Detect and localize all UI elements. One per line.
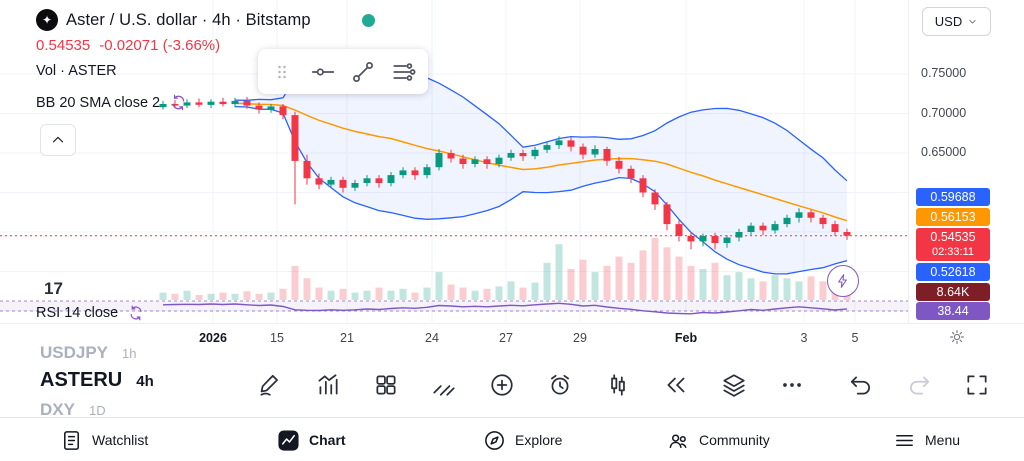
price-badge-rsi-value: 38.44: [916, 302, 990, 320]
bottom-navigation: Watchlist Chart Explore Community Menu: [0, 417, 1024, 461]
price-badge-bb-upper: 0.59688: [916, 188, 990, 206]
chart-toolbar: [0, 352, 1024, 417]
price-change: -0.02071 (-3.66%): [99, 37, 221, 54]
time-label: 2026: [199, 331, 227, 345]
nav-item-chart[interactable]: Chart: [277, 418, 346, 461]
nav-item-menu[interactable]: Menu: [893, 418, 960, 461]
more-icon[interactable]: [778, 350, 806, 420]
price-badge-bb-lower: 0.52618: [916, 263, 990, 281]
market-status-dot: [362, 14, 375, 27]
currency-label: USD: [934, 14, 963, 29]
quick-action-button[interactable]: [827, 265, 859, 297]
price-row: 0.54535 -0.02071 (-3.66%): [36, 37, 220, 54]
rsi-indicator-row[interactable]: RSI 14 close: [36, 304, 145, 322]
time-label: Feb: [674, 331, 698, 345]
chevron-up-icon: [49, 131, 67, 149]
price-tick: 0.70000: [921, 106, 967, 120]
nav-label: Community: [699, 432, 770, 448]
explore-icon: [483, 429, 506, 452]
multi-line-icon[interactable]: [430, 350, 458, 420]
chevron-down-icon: [967, 16, 978, 27]
nav-label: Watchlist: [92, 432, 149, 448]
price-chart-canvas[interactable]: [0, 0, 1024, 323]
lightning-icon: [835, 273, 851, 289]
undo-icon[interactable]: [847, 350, 875, 420]
time-axis[interactable]: 2026 15 21 24 27 29 Feb 3 5: [0, 323, 1024, 353]
volume-indicator-label[interactable]: Vol · ASTER: [36, 63, 117, 79]
symbol-title[interactable]: Aster / U.S. dollar · 4h · Bitstamp: [66, 11, 311, 29]
bb-indicator-row[interactable]: BB 20 SMA close 2: [36, 93, 188, 112]
time-label: 15: [270, 331, 284, 345]
layers-icon[interactable]: [720, 350, 748, 420]
time-label: 3: [800, 331, 808, 345]
fullscreen-icon[interactable]: [963, 350, 991, 420]
trend-line-tool-icon[interactable]: [350, 58, 378, 86]
indicators-grid-icon[interactable]: [372, 350, 400, 420]
watchlist-icon: [60, 429, 83, 452]
aster-logo-icon: ✦: [36, 9, 58, 31]
time-label: 24: [425, 331, 439, 345]
chart-style-icon[interactable]: [314, 350, 342, 420]
community-icon: [667, 429, 690, 452]
time-label: 21: [340, 331, 354, 345]
drag-handle-icon[interactable]: [268, 58, 296, 86]
price-badge-volume-value: 8.64K: [916, 283, 990, 301]
menu-icon: [893, 429, 916, 452]
nav-item-watchlist[interactable]: Watchlist: [60, 418, 148, 461]
parallel-lines-tool-icon[interactable]: [390, 58, 418, 86]
collapse-legend-button[interactable]: [40, 124, 76, 156]
indicator-loading-icon: [127, 304, 145, 322]
alert-icon[interactable]: [546, 350, 574, 420]
time-label: 29: [573, 331, 587, 345]
nav-label: Menu: [925, 432, 961, 448]
add-icon[interactable]: [488, 350, 516, 420]
axis-settings-gear-icon[interactable]: [948, 328, 966, 346]
nav-label: Explore: [515, 432, 563, 448]
time-label: 27: [499, 331, 513, 345]
price-badge-last-price: 0.54535 02:33:11: [916, 228, 990, 261]
price-tick: 0.65000: [921, 145, 967, 159]
horizontal-line-tool-icon[interactable]: [309, 58, 337, 86]
currency-selector[interactable]: USD: [922, 7, 991, 36]
replay-icon[interactable]: [662, 350, 690, 420]
bar-pattern-icon[interactable]: [604, 350, 632, 420]
chart-icon: [277, 429, 300, 452]
rsi-indicator-label: RSI 14 close: [36, 305, 119, 321]
redo-icon[interactable]: [905, 350, 933, 420]
nav-item-explore[interactable]: Explore: [483, 418, 562, 461]
price-badge-bb-basis: 0.56153: [916, 208, 990, 226]
last-price: 0.54535: [36, 37, 91, 54]
nav-label: Chart: [309, 432, 346, 448]
price-tick: 0.75000: [921, 66, 967, 80]
bb-indicator-label: BB 20 SMA close 2: [36, 94, 161, 111]
floating-drawing-toolbar[interactable]: [258, 49, 428, 94]
nav-item-community[interactable]: Community: [667, 418, 770, 461]
price-scale[interactable]: 0.75000 0.70000 0.65000 0.59688 0.56153 0.545…: [908, 0, 1024, 323]
draw-icon[interactable]: [256, 350, 284, 420]
time-label: 5: [851, 331, 859, 345]
indicator-loading-icon: [169, 93, 188, 112]
